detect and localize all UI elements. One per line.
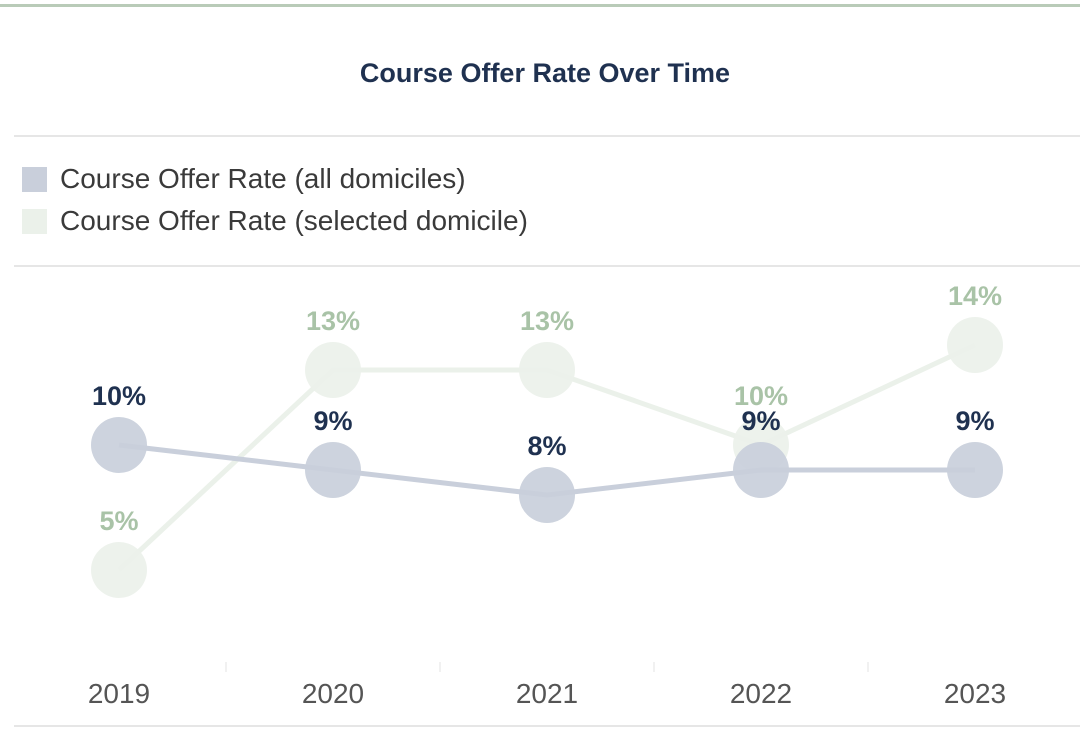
- data-point-all-domiciles: [519, 467, 575, 523]
- data-label-all-domiciles: 9%: [313, 406, 352, 436]
- bottom-divider: [14, 725, 1080, 727]
- legend-label-all-domiciles: Course Offer Rate (all domiciles): [60, 163, 466, 194]
- legend-item-all-domiciles[interactable]: Course Offer Rate (all domiciles): [22, 158, 528, 200]
- data-point-selected-domicile: [519, 342, 575, 398]
- data-point-all-domiciles: [733, 442, 789, 498]
- title-divider: [14, 135, 1080, 137]
- chart-title: Course Offer Rate Over Time: [359, 58, 731, 88]
- legend-label-selected-domicile: Course Offer Rate (selected domicile): [60, 205, 528, 236]
- data-point-selected-domicile: [947, 317, 1003, 373]
- data-label-all-domiciles: 10%: [92, 381, 146, 411]
- data-point-selected-domicile: [305, 342, 361, 398]
- data-label-selected-domicile: 5%: [99, 506, 138, 536]
- data-label-selected-domicile: 13%: [520, 306, 574, 336]
- data-label-selected-domicile: 10%: [734, 381, 788, 411]
- data-label-selected-domicile: 13%: [306, 306, 360, 336]
- x-tick-label: 2021: [516, 678, 578, 709]
- x-tick-label: 2020: [302, 678, 364, 709]
- legend-divider: [14, 265, 1080, 267]
- x-tick-label: 2023: [944, 678, 1006, 709]
- legend-swatch-all-domiciles: [22, 166, 47, 192]
- x-tick-label: 2019: [88, 678, 150, 709]
- data-label-all-domiciles: 9%: [955, 406, 994, 436]
- data-point-selected-domicile: [91, 542, 147, 598]
- top-divider: [0, 4, 1080, 7]
- data-point-all-domiciles: [305, 442, 361, 498]
- data-point-all-domiciles: [91, 417, 147, 473]
- data-label-selected-domicile: 14%: [948, 281, 1002, 311]
- data-point-all-domiciles: [947, 442, 1003, 498]
- data-label-all-domiciles: 9%: [741, 406, 780, 436]
- legend-swatch-selected-domicile: [22, 208, 47, 234]
- x-tick-label: 2022: [730, 678, 792, 709]
- legend-item-selected-domicile[interactable]: Course Offer Rate (selected domicile): [22, 200, 528, 242]
- legend: Course Offer Rate (all domiciles) Course…: [22, 158, 528, 242]
- data-label-all-domiciles: 8%: [527, 431, 566, 461]
